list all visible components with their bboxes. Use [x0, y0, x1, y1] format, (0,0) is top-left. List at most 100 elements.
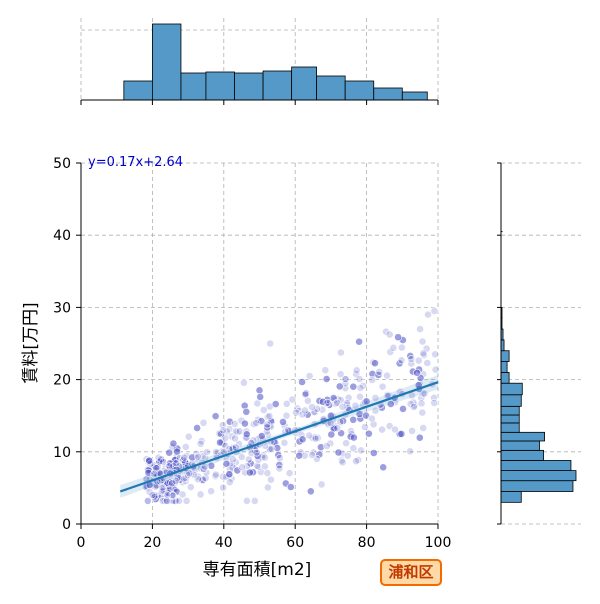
scatter-point — [242, 430, 251, 439]
scatter-point — [419, 349, 428, 358]
scatter-point — [355, 375, 364, 383]
scatter-point — [238, 463, 246, 472]
scatter-point — [378, 382, 387, 391]
scatter-point — [171, 476, 180, 485]
scatter-point — [386, 348, 395, 356]
scatter-point — [230, 419, 239, 428]
scatter-point — [389, 343, 398, 352]
scatter-point — [143, 496, 152, 505]
scatter-point — [352, 366, 361, 375]
scatter-point — [355, 337, 363, 346]
scatter-point — [430, 307, 439, 315]
y-tick-label: 50 — [53, 156, 71, 172]
scatter-point — [245, 468, 254, 477]
scatter-point — [364, 429, 373, 438]
scatter-point — [263, 469, 272, 477]
scatter-point — [162, 496, 171, 505]
scatter-point — [259, 406, 268, 414]
scatter-point — [182, 496, 191, 505]
scatter-point — [282, 411, 291, 420]
right-histogram — [497, 162, 581, 525]
scatter-point — [190, 470, 198, 479]
scatter-point — [181, 442, 190, 451]
scatter-point — [335, 382, 344, 391]
scatter-point — [196, 439, 205, 448]
scatter-point — [266, 475, 275, 484]
scatter-point — [237, 452, 246, 461]
scatter-point — [199, 465, 208, 473]
scatter-point — [222, 459, 231, 468]
scatter-point — [415, 433, 424, 442]
scatter-point — [188, 453, 197, 462]
x-tick-label: 60 — [286, 535, 304, 551]
scatter-point — [391, 425, 399, 434]
scatter-point — [322, 442, 331, 450]
scatter-point — [196, 490, 205, 499]
scatter-point — [250, 496, 259, 505]
scatter-point — [186, 483, 195, 491]
scatter-point — [371, 359, 379, 368]
scatter-point — [349, 382, 358, 391]
scatter-point — [301, 390, 310, 399]
district-badge: 浦和区 — [380, 559, 442, 586]
right-hist-bar — [500, 480, 574, 492]
scatter-point — [413, 368, 421, 377]
scatter-point — [263, 483, 272, 492]
scatter-point — [273, 444, 282, 452]
scatter-point — [286, 483, 295, 491]
scatter-point — [242, 407, 251, 416]
scatter-point — [336, 348, 345, 357]
scatter-point — [256, 468, 265, 476]
scatter-point — [221, 441, 230, 450]
scatter-point — [342, 439, 350, 448]
scatter-point — [260, 462, 269, 471]
top-histogram — [80, 18, 439, 105]
scatter-point — [375, 367, 384, 376]
scatter-point — [374, 371, 383, 379]
scatter-point — [349, 433, 358, 442]
scatter-point — [308, 450, 316, 459]
scatter-point — [408, 426, 416, 435]
scatter-point — [279, 417, 287, 426]
scatter-point — [369, 420, 378, 429]
scatter-point — [419, 424, 428, 432]
scatter-point — [406, 447, 414, 456]
scatter-point — [275, 464, 284, 473]
scatter-point — [311, 434, 320, 443]
scatter-point — [219, 426, 228, 435]
scatter-point — [305, 431, 314, 440]
scatter-point — [383, 371, 391, 380]
x-axis-label: 専有面積[m2] — [203, 560, 312, 580]
top-hist-bar — [123, 80, 153, 101]
scatter-point — [322, 375, 331, 383]
scatter-point — [431, 365, 440, 374]
right-hist-bar — [500, 422, 520, 433]
scatter-point — [295, 451, 304, 460]
top-hist-bar — [234, 72, 264, 101]
scatter-point — [418, 337, 427, 346]
scatter-point — [351, 401, 360, 410]
top-hist-bar — [180, 72, 207, 101]
scatter-point — [368, 375, 377, 384]
scatter-points — [141, 307, 440, 505]
scatter-point — [219, 483, 227, 492]
scatter-point — [285, 469, 294, 478]
scatter-point — [257, 432, 266, 440]
scatter-point — [298, 378, 306, 386]
scatter-point — [349, 444, 358, 453]
right-hist-bar — [500, 449, 544, 461]
right-hist-bar — [500, 405, 520, 416]
scatter-point — [323, 398, 332, 407]
scatter-point — [414, 356, 423, 365]
scatter-point — [263, 420, 271, 429]
scatter-point — [394, 333, 402, 342]
y-tick-label: 20 — [53, 373, 71, 389]
scatter-point — [263, 423, 272, 432]
scatter-point — [193, 424, 201, 432]
scatter-point — [305, 372, 314, 380]
scatter-point — [225, 478, 234, 487]
top-hist-bar — [151, 23, 182, 101]
x-tick-label: 100 — [425, 535, 452, 551]
scatter-point — [145, 487, 154, 496]
scatter-point — [266, 339, 275, 348]
